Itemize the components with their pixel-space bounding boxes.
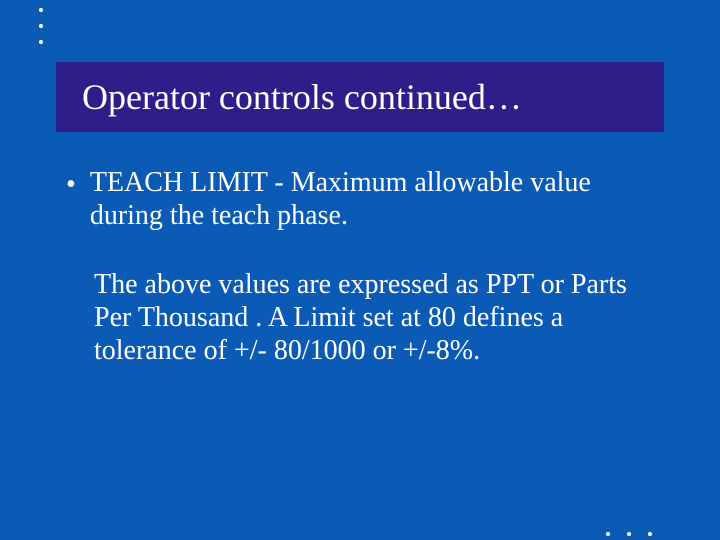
slide-content: • TEACH LIMIT - Maximum allowable value …	[66, 166, 654, 367]
bullet-item: • TEACH LIMIT - Maximum allowable value …	[66, 166, 654, 232]
bullet-text: TEACH LIMIT - Maximum allowable value du…	[90, 166, 654, 232]
dot	[627, 532, 631, 536]
dot	[39, 8, 43, 12]
slide-title-box: Operator controls continued…	[56, 62, 664, 132]
decorative-dots-top	[39, 8, 43, 56]
slide-title: Operator controls continued…	[82, 76, 638, 118]
dot	[39, 40, 43, 44]
dot	[648, 532, 652, 536]
dot	[39, 24, 43, 28]
decorative-dots-bottom	[606, 532, 652, 536]
paragraph-text: The above values are expressed as PPT or…	[94, 268, 654, 367]
dot	[606, 532, 610, 536]
bullet-marker: •	[66, 168, 76, 202]
